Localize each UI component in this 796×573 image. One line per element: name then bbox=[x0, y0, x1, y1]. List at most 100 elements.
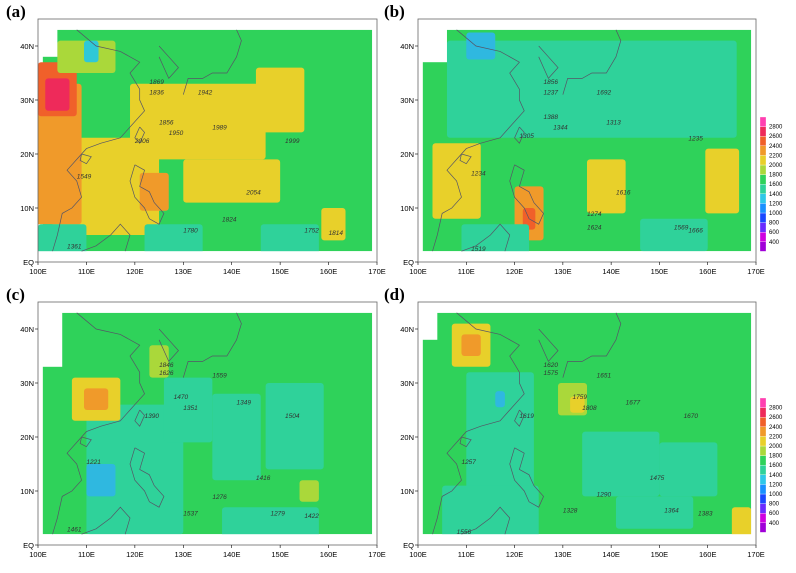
colorbar-label: 1600 bbox=[769, 463, 783, 469]
station-marker: 1349 bbox=[237, 400, 252, 407]
y-tick-label: EQ bbox=[23, 258, 34, 267]
coastline bbox=[81, 506, 131, 535]
station-marker: 1237 bbox=[544, 90, 559, 97]
no-data-area bbox=[418, 251, 756, 262]
station-value: 1361 bbox=[67, 244, 82, 251]
station-marker: 1344 bbox=[553, 125, 568, 132]
y-tick-label: 10N bbox=[400, 487, 414, 496]
station-marker: 1416 bbox=[256, 475, 271, 482]
station-marker: 1569 bbox=[674, 225, 689, 232]
colorbar-label: 400 bbox=[769, 240, 780, 246]
field-region bbox=[461, 224, 530, 257]
station-marker: 1814 bbox=[329, 230, 344, 237]
field-region bbox=[149, 345, 169, 378]
map-frame bbox=[417, 18, 757, 263]
x-tick-label: 150E bbox=[271, 550, 289, 559]
y-tick-label: 40N bbox=[400, 325, 414, 334]
coastline bbox=[461, 506, 511, 535]
station-marker: 1290 bbox=[597, 491, 612, 498]
station-value: 1556 bbox=[457, 529, 472, 536]
colorbar-swatch bbox=[759, 513, 767, 523]
station-value: 1942 bbox=[198, 90, 213, 97]
station-value: 1824 bbox=[222, 217, 237, 224]
station-marker: 1383 bbox=[698, 510, 713, 517]
station-value: 1257 bbox=[461, 459, 476, 466]
colorbar-swatch bbox=[759, 436, 767, 447]
station-marker: 1677 bbox=[626, 400, 641, 407]
colorbar-label: 400 bbox=[769, 521, 780, 527]
station-marker: 1279 bbox=[270, 510, 285, 517]
coastline bbox=[509, 164, 544, 225]
colorbar-swatch bbox=[759, 203, 767, 214]
station-value: 1752 bbox=[304, 227, 319, 234]
x-tick-label: 160E bbox=[320, 550, 338, 559]
colorbar-label: 600 bbox=[769, 230, 780, 236]
colorbar-swatch bbox=[759, 126, 767, 137]
coastline bbox=[81, 223, 131, 252]
panel-label: (a) bbox=[6, 2, 26, 21]
station-value: 1344 bbox=[553, 125, 568, 132]
coastline bbox=[432, 29, 525, 252]
colorbar-label: 2400 bbox=[769, 425, 783, 431]
station-value: 1537 bbox=[183, 510, 198, 517]
station-marker: 1575 bbox=[544, 370, 559, 377]
colorbar: 400 600 800 1000 1200 1400 1600 1800 2000 2200 240… bbox=[759, 397, 783, 533]
station-value: 1388 bbox=[544, 114, 559, 121]
station-value: 1559 bbox=[212, 373, 227, 380]
station-value: 1470 bbox=[174, 394, 189, 401]
colorbar-swatch bbox=[759, 465, 767, 475]
station-value: 1305 bbox=[519, 133, 534, 140]
colorbar-swatch bbox=[759, 426, 767, 437]
station-value: 1989 bbox=[212, 125, 227, 132]
field-layer: 1869 1836 1942 1856 1950 1989 2006 1999 1549 2054… bbox=[38, 19, 377, 262]
station-marker: 1328 bbox=[563, 508, 578, 515]
y-tick-label: 40N bbox=[20, 325, 34, 334]
station-marker: 1276 bbox=[212, 494, 227, 501]
map-panel-1: 1869 1836 1942 1856 1950 1989 2006 1999 1549 2054… bbox=[6, 2, 386, 276]
y-tick-label: 20N bbox=[400, 433, 414, 442]
colorbar-label: 2200 bbox=[769, 434, 783, 440]
colorbar-label: 1400 bbox=[769, 192, 783, 198]
colorbar-swatch bbox=[759, 241, 767, 252]
colorbar-swatch bbox=[759, 417, 767, 427]
field-region bbox=[587, 159, 626, 214]
station-marker: 1390 bbox=[145, 413, 160, 420]
field-region bbox=[139, 172, 169, 211]
station-marker: 1305 bbox=[519, 133, 534, 140]
coastline bbox=[129, 447, 165, 508]
station-value: 1677 bbox=[626, 400, 641, 407]
coastline bbox=[158, 45, 179, 80]
colorbar-label: 1400 bbox=[769, 473, 783, 479]
station-value: 1856 bbox=[544, 79, 559, 86]
colorbar-label: 1000 bbox=[769, 211, 783, 217]
coastline bbox=[79, 436, 92, 448]
station-value: 1624 bbox=[587, 225, 602, 232]
station-value: 1619 bbox=[519, 413, 534, 420]
colorbar-swatch bbox=[759, 503, 767, 514]
station-value: 1666 bbox=[688, 227, 703, 234]
y-tick-label: EQ bbox=[403, 258, 414, 267]
field-region bbox=[321, 208, 346, 241]
colorbar-swatch bbox=[759, 222, 767, 233]
y-tick-label: 30N bbox=[400, 379, 414, 388]
station-marker: 1999 bbox=[285, 138, 300, 145]
field-region bbox=[640, 218, 708, 252]
station-marker: 1619 bbox=[519, 413, 534, 420]
colorbar-label: 1800 bbox=[769, 454, 783, 460]
colorbar-swatch bbox=[759, 116, 767, 127]
colorbar-swatch bbox=[759, 212, 767, 223]
coastline bbox=[52, 29, 145, 252]
x-tick-label: 100E bbox=[409, 267, 427, 276]
field-region bbox=[183, 159, 281, 203]
station-marker: 1666 bbox=[688, 227, 703, 234]
x-tick-label: 140E bbox=[602, 267, 620, 276]
colorbar-label: 2800 bbox=[769, 406, 783, 412]
x-tick-label: 150E bbox=[271, 267, 289, 276]
y-tick-label: 10N bbox=[20, 487, 34, 496]
colorbar-swatch bbox=[759, 474, 767, 485]
coastline bbox=[158, 328, 179, 363]
y-tick-label: 30N bbox=[20, 379, 34, 388]
x-tick-label: 160E bbox=[699, 550, 717, 559]
